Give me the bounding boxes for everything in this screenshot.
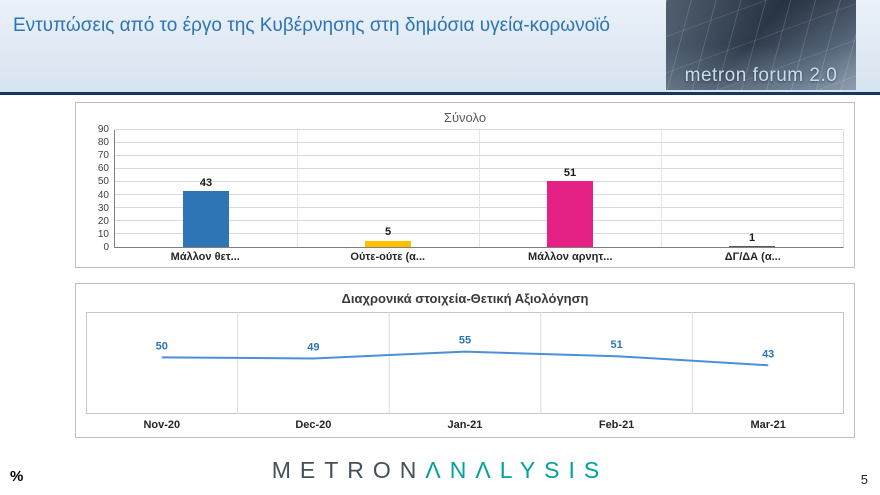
bar-chart-y-axis: 0 10 20 30 40 50 60 70 80 90 [86,125,114,253]
bar-column-1: 5 [297,130,479,247]
bar-value-label: 5 [384,226,392,239]
bar-chart: 0 10 20 30 40 50 60 70 80 90 43 5 51 1 [86,125,844,253]
percent-label: % [10,468,24,485]
line-category-label: Nov-20 [143,419,181,431]
line-chart-panel: Διαχρονικά στοιχεία-Θετική Αξιολόγηση 50… [75,283,855,438]
page-number: 5 [860,472,868,487]
bar-category-label: Μάλλον αρνητ... [528,251,613,263]
vertical-gridline [297,130,298,247]
y-axis-tick-label: 70 [97,150,109,162]
bar-value-label: 51 [563,166,577,179]
y-axis-tick-label: 90 [97,124,109,135]
y-axis-tick-label: 60 [97,163,109,175]
bar-category-label: ΔΓ/ΔΑ (α... [724,251,781,263]
y-axis-tick-label: 10 [97,228,109,240]
bar [365,240,411,247]
bar-chart-panel: Σύνολο 0 10 20 30 40 50 60 70 80 90 43 5 51 1 Μάλλον… [75,102,855,268]
line-category-label: Mar-21 [750,419,786,431]
bar [183,191,229,247]
vertical-gridline [479,130,480,247]
header-divider [0,92,880,95]
y-axis-tick-label: 80 [97,137,109,149]
bar-value-label: 1 [748,231,756,244]
line-chart-plot-area: 50 49 55 51 43 [86,312,844,414]
y-axis-tick-label: 0 [103,242,109,253]
line-value-label: 50 [156,340,168,352]
metron-analysis-logo: METRONΛNΛLYSIS [0,457,880,484]
bar-columns: 43 5 51 1 [115,130,843,247]
line-value-label: 49 [307,341,319,353]
bar-category-label: Μάλλον θετ... [170,251,240,263]
bar-value-label: 43 [199,176,213,189]
logo-word-metron: METRON [271,457,426,483]
line-value-label: 43 [762,348,774,360]
y-axis-tick-label: 20 [97,215,109,227]
bar-column-3: 1 [661,130,843,247]
y-axis-tick-label: 50 [97,176,109,188]
page-title: Εντυπώσεις από το έργο της Κυβέρνησης στ… [13,15,610,36]
trend-line [161,350,769,367]
vertical-gridline [661,130,662,247]
line-category-label: Dec-20 [295,419,332,431]
metron-forum-logo-text: metron forum 2.0 [684,65,838,86]
line-chart-title: Διαχρονικά στοιχεία-Θετική Αξιολόγηση [341,291,589,306]
y-axis-tick-label: 40 [97,189,109,201]
metron-forum-logo: metron forum 2.0 [666,0,856,90]
bar [729,245,775,247]
slide-footer: % METRONΛNΛLYSIS 5 [0,451,880,495]
bar-chart-x-axis: Μάλλον θετ... Ούτε-ούτε (α... Μάλλον αρνητ… [114,248,844,263]
bar-category-label: Ούτε-ούτε (α... [350,251,426,263]
logo-word-analysis: ΛNΛLYSIS [425,457,609,483]
bar-chart-plot-area: 43 5 51 1 [114,129,844,248]
bar-column-0: 43 [115,130,297,247]
line-chart-x-axis: Nov-20 Dec-20 Jan-21 Feb-21 Mar-21 [86,414,844,433]
line-category-label: Jan-21 [447,419,483,431]
y-axis-tick-label: 30 [97,202,109,214]
horizontal-gridline [115,129,843,130]
line-value-label: 55 [459,335,471,347]
bar [547,180,593,247]
line-category-label: Feb-21 [598,419,635,431]
bar-column-2: 51 [479,130,661,247]
line-value-label: 51 [610,339,622,351]
bar-chart-title: Σύνολο [443,110,487,125]
slide-header: Εντυπώσεις από το έργο της Κυβέρνησης στ… [0,0,880,92]
line-plot-border [86,312,844,414]
